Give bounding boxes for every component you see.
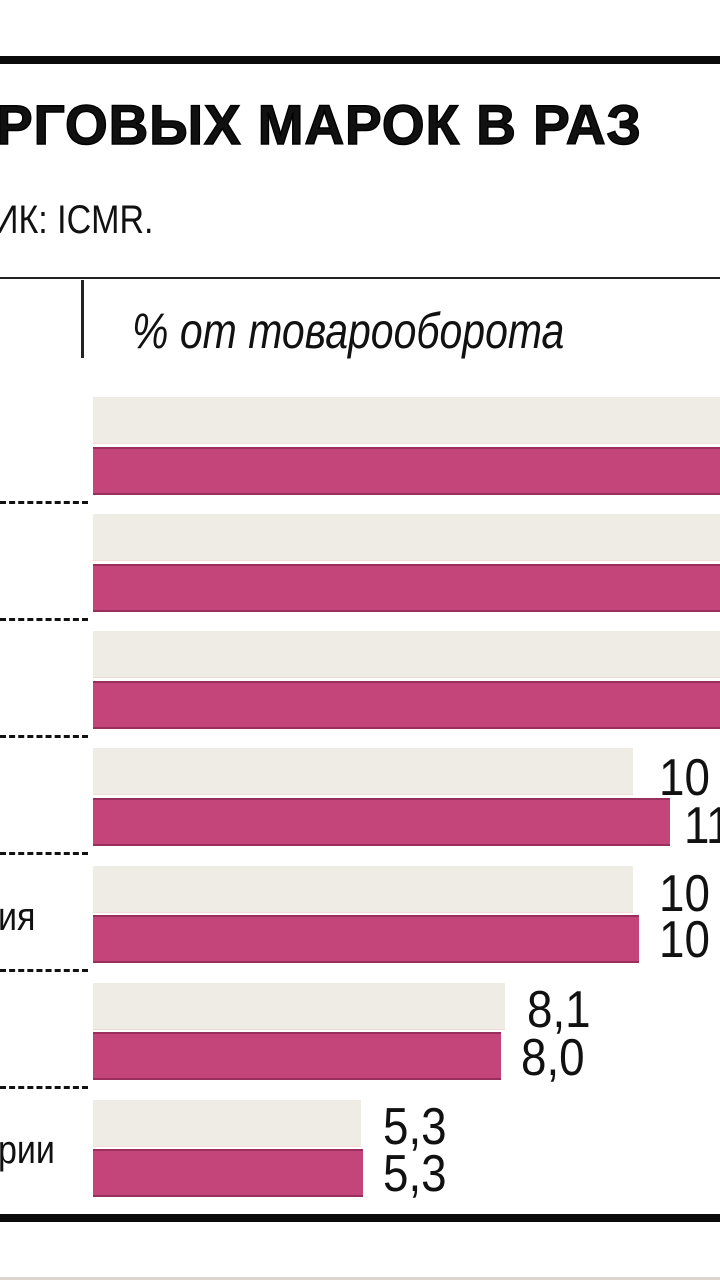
bar-current-row-2 xyxy=(93,564,720,612)
value-previous-row-7: 5,3 xyxy=(383,1098,447,1156)
bar-current-row-3 xyxy=(93,681,720,729)
bar-current-row-7 xyxy=(93,1149,363,1197)
bottom-rule xyxy=(0,1214,720,1222)
row-separator xyxy=(0,852,88,855)
row-separator xyxy=(0,618,88,621)
value-previous-row-4: 10 xyxy=(659,749,710,807)
top-rule xyxy=(0,56,720,64)
bar-previous-row-6 xyxy=(93,983,505,1030)
bar-current-row-5 xyxy=(93,915,639,963)
unit-label: % от товарооборота xyxy=(132,303,565,359)
chart-source: ИК: ICMR. xyxy=(0,198,154,242)
bar-previous-row-7 xyxy=(93,1100,361,1147)
value-current-row-4: 11 xyxy=(684,797,720,855)
value-previous-row-6: 8,1 xyxy=(527,981,591,1039)
bar-previous-row-4 xyxy=(93,748,633,795)
row-separator xyxy=(0,969,88,972)
bar-previous-row-3 xyxy=(93,631,720,678)
bar-previous-row-5 xyxy=(93,866,633,913)
bar-previous-row-2 xyxy=(93,514,720,561)
category-label-row-7: рии xyxy=(0,1128,55,1172)
value-current-row-6: 8,0 xyxy=(521,1029,585,1087)
row-separator xyxy=(0,735,88,738)
page-edge xyxy=(0,1277,720,1280)
header-rule xyxy=(0,277,720,279)
row-separator xyxy=(0,501,88,504)
row-separator xyxy=(0,1086,88,1089)
value-current-row-7: 5,3 xyxy=(383,1145,447,1203)
value-previous-row-5: 10 xyxy=(659,865,710,923)
bar-current-row-4 xyxy=(93,798,670,846)
bar-current-row-1 xyxy=(93,447,720,495)
chart-title: РГОВЫХ МАРОК В РАЗ xyxy=(0,92,642,157)
bar-current-row-6 xyxy=(93,1032,501,1080)
category-label-row-5: ия xyxy=(0,895,36,939)
value-current-row-5: 10 xyxy=(659,911,710,969)
header-divider xyxy=(81,280,84,358)
bar-previous-row-1 xyxy=(93,397,720,444)
